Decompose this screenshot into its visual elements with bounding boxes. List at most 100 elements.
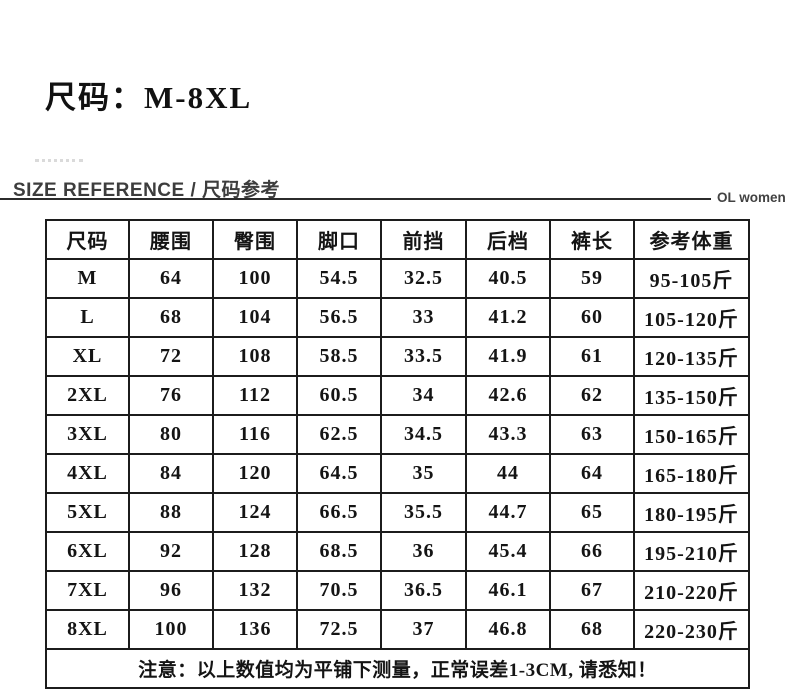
table-cell: 120 <box>212 453 298 494</box>
column-header-6: 后档 <box>465 219 551 260</box>
size-cell: 4XL <box>45 453 130 494</box>
table-cell: 68 <box>128 297 214 338</box>
column-header-4: 脚口 <box>296 219 382 260</box>
table-cell: 116 <box>212 414 298 455</box>
table-cell: 59 <box>549 258 635 299</box>
table-cell: 41.9 <box>465 336 551 377</box>
table-cell: 54.5 <box>296 258 382 299</box>
table-cell: 64 <box>549 453 635 494</box>
table-cell: 60 <box>549 297 635 338</box>
table-cell: 66 <box>549 531 635 572</box>
measurement-note: 注意：以上数值均为平铺下测量，正常误差1-3CM, 请悉知！ <box>45 648 750 689</box>
column-header-2: 腰围 <box>128 219 214 260</box>
table-cell: 70.5 <box>296 570 382 611</box>
table-cell: 104 <box>212 297 298 338</box>
table-cell: 43.3 <box>465 414 551 455</box>
table-cell: 36.5 <box>380 570 467 611</box>
brand-label: OL women <box>717 190 786 205</box>
size-cell: 6XL <box>45 531 130 572</box>
column-header-3: 臀围 <box>212 219 298 260</box>
table-row: 5XL 88 124 66.5 35.5 44.7 65 180-195斤 <box>45 492 750 533</box>
size-cell: 7XL <box>45 570 130 611</box>
size-cell: 2XL <box>45 375 130 416</box>
table-cell: 150-165斤 <box>633 414 750 455</box>
size-cell: M <box>45 258 130 299</box>
table-cell: 44.7 <box>465 492 551 533</box>
table-cell: 195-210斤 <box>633 531 750 572</box>
size-cell: L <box>45 297 130 338</box>
table-row: 6XL 92 128 68.5 36 45.4 66 195-210斤 <box>45 531 750 572</box>
table-cell: 56.5 <box>296 297 382 338</box>
column-header-8: 参考体重 <box>633 219 750 260</box>
table-cell: 92 <box>128 531 214 572</box>
table-cell: 128 <box>212 531 298 572</box>
table-row: 4XL 84 120 64.5 35 44 64 165-180斤 <box>45 453 750 494</box>
table-row: 7XL 96 132 70.5 36.5 46.1 67 210-220斤 <box>45 570 750 611</box>
note-row: 注意：以上数值均为平铺下测量，正常误差1-3CM, 请悉知！ <box>45 648 750 689</box>
size-cell: 5XL <box>45 492 130 533</box>
table-cell: 135-150斤 <box>633 375 750 416</box>
table-row: XL 72 108 58.5 33.5 41.9 61 120-135斤 <box>45 336 750 377</box>
table-cell: 62 <box>549 375 635 416</box>
table-cell: 210-220斤 <box>633 570 750 611</box>
table-cell: 68 <box>549 609 635 650</box>
scan-smudge-mark <box>35 159 83 162</box>
column-header-7: 裤长 <box>549 219 635 260</box>
table-cell: 180-195斤 <box>633 492 750 533</box>
table-cell: 35 <box>380 453 467 494</box>
table-cell: 124 <box>212 492 298 533</box>
table-cell: 96 <box>128 570 214 611</box>
table-row: 8XL 100 136 72.5 37 46.8 68 220-230斤 <box>45 609 750 650</box>
table-cell: 95-105斤 <box>633 258 750 299</box>
table-cell: 105-120斤 <box>633 297 750 338</box>
table-cell: 220-230斤 <box>633 609 750 650</box>
table-cell: 120-135斤 <box>633 336 750 377</box>
table-cell: 36 <box>380 531 467 572</box>
table-cell: 65 <box>549 492 635 533</box>
size-table: 尺码 腰围 臀围 脚口 前挡 后档 裤长 参考体重 M 64 100 54.5 32.5 40.5 59 9… <box>45 219 750 689</box>
table-cell: 84 <box>128 453 214 494</box>
table-row: L 68 104 56.5 33 41.2 60 105-120斤 <box>45 297 750 338</box>
section-label: SIZE REFERENCE / 尺码参考 <box>13 180 281 201</box>
table-cell: 45.4 <box>465 531 551 572</box>
table-cell: 35.5 <box>380 492 467 533</box>
table-cell: 63 <box>549 414 635 455</box>
table-cell: 64.5 <box>296 453 382 494</box>
table-cell: 100 <box>128 609 214 650</box>
table-cell: 64 <box>128 258 214 299</box>
table-cell: 33 <box>380 297 467 338</box>
table-cell: 112 <box>212 375 298 416</box>
table-cell: 62.5 <box>296 414 382 455</box>
divider-line <box>0 198 711 200</box>
table-cell: 132 <box>212 570 298 611</box>
column-header-5: 前挡 <box>380 219 467 260</box>
table-cell: 67 <box>549 570 635 611</box>
table-row: M 64 100 54.5 32.5 40.5 59 95-105斤 <box>45 258 750 299</box>
table-cell: 46.8 <box>465 609 551 650</box>
table-cell: 40.5 <box>465 258 551 299</box>
table-header-row: 尺码 腰围 臀围 脚口 前挡 后档 裤长 参考体重 <box>45 219 750 260</box>
table-cell: 165-180斤 <box>633 453 750 494</box>
table-cell: 108 <box>212 336 298 377</box>
table-cell: 100 <box>212 258 298 299</box>
table-cell: 66.5 <box>296 492 382 533</box>
table-cell: 34 <box>380 375 467 416</box>
table-cell: 88 <box>128 492 214 533</box>
table-cell: 72.5 <box>296 609 382 650</box>
table-row: 3XL 80 116 62.5 34.5 43.3 63 150-165斤 <box>45 414 750 455</box>
table-cell: 68.5 <box>296 531 382 572</box>
size-cell: 8XL <box>45 609 130 650</box>
table-cell: 34.5 <box>380 414 467 455</box>
table-cell: 136 <box>212 609 298 650</box>
table-cell: 80 <box>128 414 214 455</box>
size-cell: 3XL <box>45 414 130 455</box>
table-cell: 42.6 <box>465 375 551 416</box>
section-header: SIZE REFERENCE / 尺码参考 OL women <box>0 175 790 207</box>
table-cell: 46.1 <box>465 570 551 611</box>
table-cell: 37 <box>380 609 467 650</box>
table-cell: 60.5 <box>296 375 382 416</box>
table-row: 2XL 76 112 60.5 34 42.6 62 135-150斤 <box>45 375 750 416</box>
table-cell: 72 <box>128 336 214 377</box>
table-cell: 33.5 <box>380 336 467 377</box>
